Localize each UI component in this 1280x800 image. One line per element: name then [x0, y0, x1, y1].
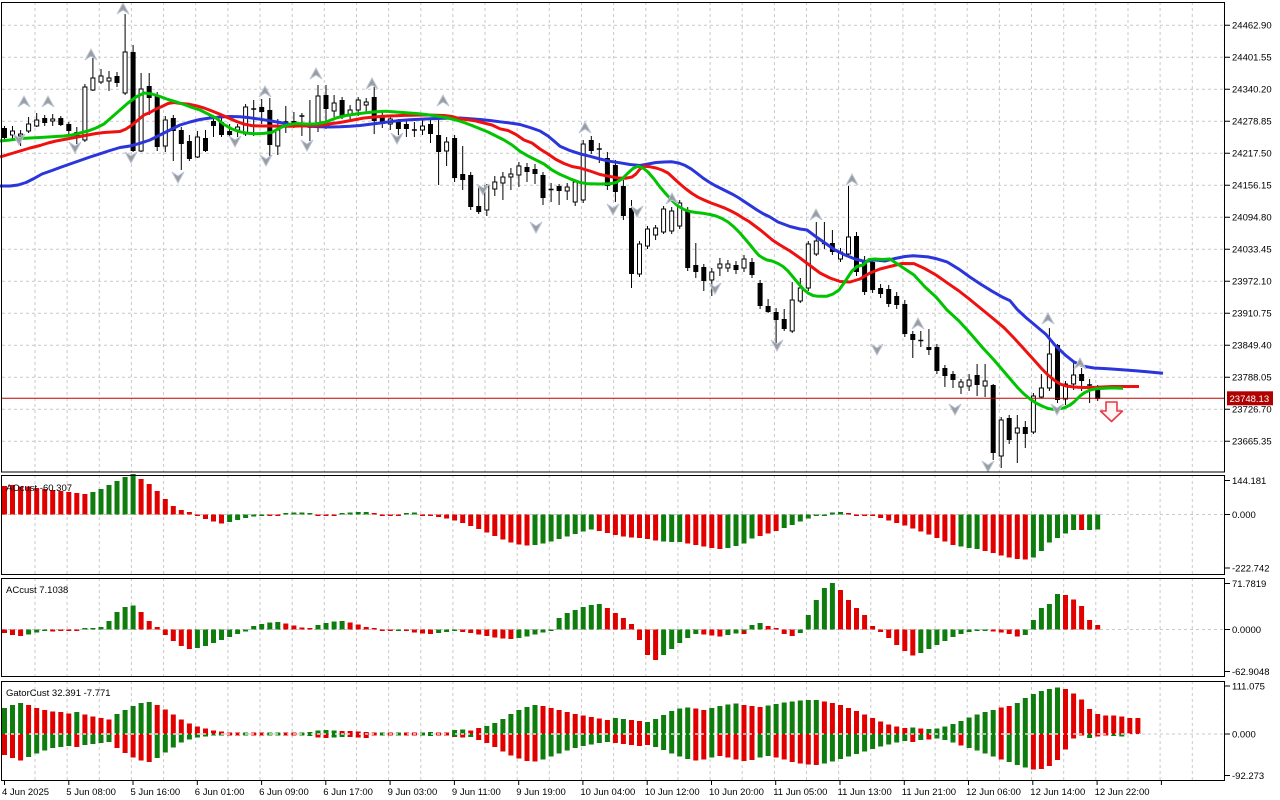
svg-text:111.075: 111.075	[1232, 681, 1265, 692]
svg-text:23849.40: 23849.40	[1232, 341, 1272, 352]
svg-text:ACcust 7.1038: ACcust 7.1038	[6, 585, 68, 596]
svg-text:23726.70: 23726.70	[1232, 405, 1272, 416]
svg-text:12 Jun 06:00: 12 Jun 06:00	[966, 787, 1021, 798]
svg-text:-222.742: -222.742	[1232, 563, 1270, 574]
svg-text:AOcust -60.307: AOcust -60.307	[6, 483, 72, 494]
svg-text:GatorCust 32.391 -7.771: GatorCust 32.391 -7.771	[6, 688, 111, 699]
svg-text:23910.75: 23910.75	[1232, 309, 1272, 320]
svg-text:6 Jun 09:00: 6 Jun 09:00	[259, 787, 309, 798]
svg-text:9 Jun 03:00: 9 Jun 03:00	[388, 787, 438, 798]
svg-text:24217.50: 24217.50	[1232, 149, 1272, 160]
svg-text:24033.45: 24033.45	[1232, 245, 1272, 256]
svg-text:-62.9048: -62.9048	[1232, 667, 1270, 678]
svg-text:23748.13: 23748.13	[1230, 394, 1270, 405]
svg-text:6 Jun 17:00: 6 Jun 17:00	[323, 787, 373, 798]
svg-text:12 Jun 22:00: 12 Jun 22:00	[1095, 787, 1150, 798]
svg-text:24462.90: 24462.90	[1232, 21, 1272, 32]
svg-text:23788.05: 23788.05	[1232, 373, 1272, 384]
svg-text:9 Jun 11:00: 9 Jun 11:00	[452, 787, 501, 798]
svg-text:5 Jun 08:00: 5 Jun 08:00	[66, 787, 116, 798]
svg-text:10 Jun 12:00: 10 Jun 12:00	[645, 787, 700, 798]
svg-text:24094.80: 24094.80	[1232, 213, 1272, 224]
svg-text:11 Jun 13:00: 11 Jun 13:00	[838, 787, 892, 798]
svg-text:4 Jun 2025: 4 Jun 2025	[2, 787, 49, 798]
svg-text:24278.85: 24278.85	[1232, 117, 1272, 128]
svg-text:12 Jun 14:00: 12 Jun 14:00	[1030, 787, 1085, 798]
svg-text:0.0000: 0.0000	[1232, 625, 1261, 636]
svg-text:24340.20: 24340.20	[1232, 85, 1272, 96]
svg-text:144.181: 144.181	[1232, 476, 1266, 487]
svg-text:24401.55: 24401.55	[1232, 53, 1272, 64]
svg-text:6 Jun 01:00: 6 Jun 01:00	[195, 787, 245, 798]
svg-text:11 Jun 05:00: 11 Jun 05:00	[773, 787, 827, 798]
svg-text:10 Jun 04:00: 10 Jun 04:00	[580, 787, 635, 798]
svg-text:10 Jun 20:00: 10 Jun 20:00	[709, 787, 764, 798]
svg-text:23972.10: 23972.10	[1232, 277, 1272, 288]
svg-text:23665.35: 23665.35	[1232, 437, 1272, 448]
svg-text:24156.15: 24156.15	[1232, 181, 1272, 192]
svg-text:9 Jun 19:00: 9 Jun 19:00	[516, 787, 566, 798]
svg-text:0.000: 0.000	[1232, 729, 1256, 740]
svg-text:0.000: 0.000	[1232, 510, 1256, 521]
svg-text:-92.273: -92.273	[1232, 771, 1264, 782]
svg-text:71.7819: 71.7819	[1232, 579, 1266, 590]
svg-text:5 Jun 16:00: 5 Jun 16:00	[131, 787, 181, 798]
svg-text:11 Jun 21:00: 11 Jun 21:00	[902, 787, 956, 798]
